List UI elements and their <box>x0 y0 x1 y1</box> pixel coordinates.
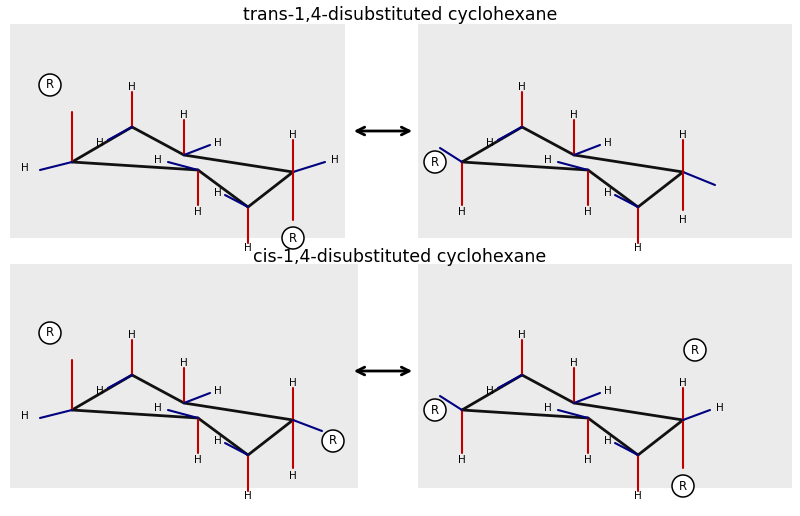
Text: H: H <box>544 155 552 165</box>
Text: H: H <box>544 403 552 413</box>
Text: H: H <box>194 455 202 465</box>
Text: H: H <box>154 403 162 413</box>
Text: H: H <box>604 138 612 148</box>
Text: H: H <box>458 455 466 465</box>
Circle shape <box>672 475 694 497</box>
Text: R: R <box>46 78 54 91</box>
Text: H: H <box>604 436 612 446</box>
Circle shape <box>322 430 344 452</box>
Text: H: H <box>244 491 252 501</box>
Text: R: R <box>329 434 337 447</box>
Text: H: H <box>244 243 252 253</box>
Text: H: H <box>679 215 687 225</box>
Text: H: H <box>570 358 578 368</box>
Text: trans-1,4-disubstituted cyclohexane: trans-1,4-disubstituted cyclohexane <box>243 6 557 24</box>
Text: H: H <box>194 207 202 217</box>
Text: H: H <box>289 471 297 481</box>
Text: H: H <box>604 188 612 198</box>
Text: H: H <box>289 130 297 140</box>
Text: H: H <box>214 386 222 396</box>
Text: H: H <box>331 155 339 165</box>
Circle shape <box>39 322 61 344</box>
Text: H: H <box>518 330 526 340</box>
Circle shape <box>684 339 706 361</box>
Text: cis-1,4-disubstituted cyclohexane: cis-1,4-disubstituted cyclohexane <box>254 248 546 266</box>
Text: H: H <box>584 455 592 465</box>
Text: H: H <box>289 378 297 388</box>
Text: H: H <box>634 491 642 501</box>
Text: H: H <box>486 386 494 396</box>
Text: H: H <box>180 110 188 120</box>
Text: H: H <box>634 243 642 253</box>
Text: H: H <box>486 138 494 148</box>
Bar <box>10 24 345 238</box>
Text: H: H <box>570 110 578 120</box>
Text: H: H <box>679 378 687 388</box>
Text: H: H <box>21 411 29 421</box>
Bar <box>10 264 358 488</box>
Text: H: H <box>214 436 222 446</box>
Text: R: R <box>679 479 687 492</box>
Text: H: H <box>128 82 136 92</box>
Text: H: H <box>214 138 222 148</box>
Text: H: H <box>21 163 29 173</box>
Circle shape <box>39 74 61 96</box>
Text: H: H <box>154 155 162 165</box>
Text: H: H <box>584 207 592 217</box>
Text: H: H <box>96 386 104 396</box>
Text: H: H <box>180 358 188 368</box>
Text: H: H <box>716 403 724 413</box>
Circle shape <box>424 399 446 421</box>
Text: R: R <box>691 344 699 357</box>
Circle shape <box>282 227 304 249</box>
Text: R: R <box>431 404 439 416</box>
Bar <box>418 24 792 238</box>
Text: H: H <box>458 207 466 217</box>
Text: H: H <box>214 188 222 198</box>
Text: R: R <box>46 327 54 340</box>
Text: H: H <box>518 82 526 92</box>
Text: H: H <box>128 330 136 340</box>
Bar <box>418 264 792 488</box>
Text: H: H <box>96 138 104 148</box>
Circle shape <box>424 151 446 173</box>
Text: H: H <box>604 386 612 396</box>
Text: H: H <box>679 130 687 140</box>
Text: R: R <box>431 155 439 169</box>
Text: R: R <box>289 232 297 245</box>
